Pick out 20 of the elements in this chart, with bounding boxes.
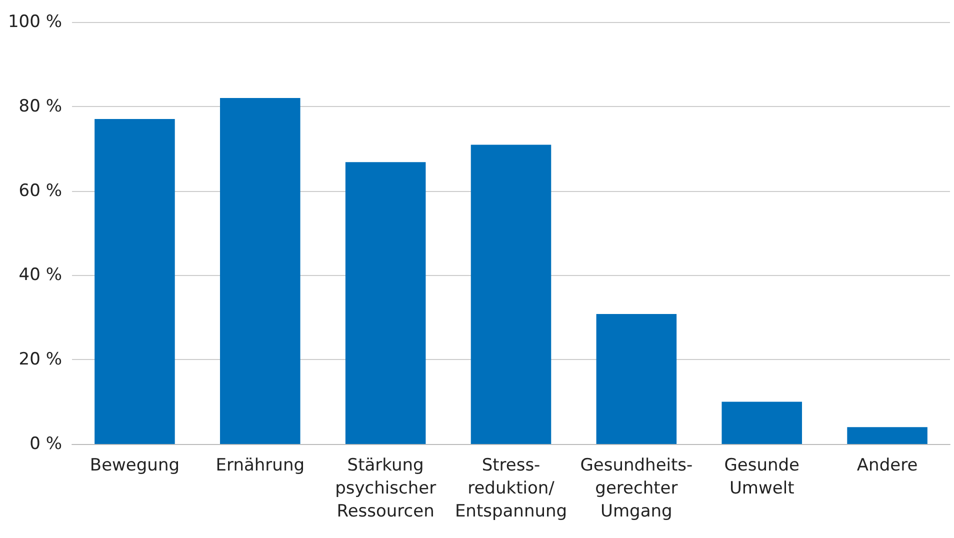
y-tick-label: 100 % [8,12,62,32]
y-tick-label: 80 % [18,96,62,116]
bar [470,144,552,444]
bar [596,314,677,444]
x-tick-label: Andere [856,456,918,476]
bar [345,162,426,444]
x-tick-label: Stress- reduktion/ Entspannung [454,456,568,522]
y-tick-label: 60 % [18,180,62,201]
bar [847,427,928,444]
x-tick-label: Gesunde Umwelt [724,456,800,498]
bar [220,98,300,444]
x-tick-label: Ernährung [216,456,305,476]
x-tick-label: Gesundheits- gerechter Umgang [580,456,693,522]
x-tick-label: Bewegung [90,456,180,476]
y-tick-label: 40 % [18,265,62,286]
y-tick-label: 20 % [18,350,62,370]
y-tick-label: 0 % [30,434,62,454]
x-tick-label: Stärkung psychischer Ressourcen [335,456,436,522]
bar [94,119,175,444]
bar [722,402,802,444]
